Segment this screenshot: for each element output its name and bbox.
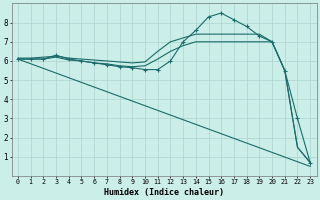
X-axis label: Humidex (Indice chaleur): Humidex (Indice chaleur) <box>104 188 224 197</box>
